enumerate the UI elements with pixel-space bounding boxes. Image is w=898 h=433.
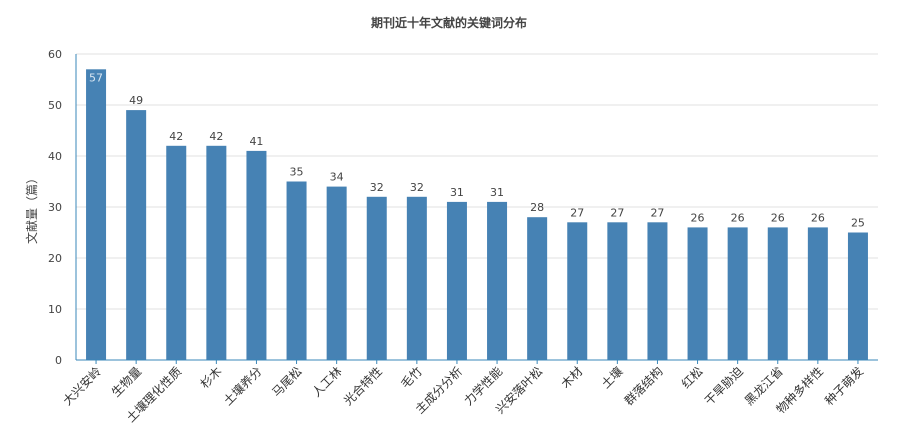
x-tick-label: 光合特性 <box>340 364 385 409</box>
data-label: 34 <box>330 171 344 184</box>
data-label: 41 <box>249 135 263 148</box>
x-tick-label: 生物量 <box>109 364 144 399</box>
bar[interactable] <box>446 201 467 360</box>
data-label: 26 <box>731 211 745 224</box>
data-label: 32 <box>370 181 384 194</box>
y-tick-label: 30 <box>48 201 62 214</box>
bar[interactable] <box>647 222 668 360</box>
x-tick-label: 群落结构 <box>621 364 666 409</box>
data-label: 49 <box>129 94 143 107</box>
x-tick-label: 土壤养分 <box>220 364 265 409</box>
bar[interactable] <box>687 227 708 360</box>
axes <box>75 54 878 364</box>
y-tick-label: 50 <box>48 99 62 112</box>
data-label: 26 <box>691 211 705 224</box>
bar[interactable] <box>206 145 227 360</box>
data-label: 27 <box>610 206 624 219</box>
data-label: 31 <box>450 186 464 199</box>
bar[interactable] <box>126 110 147 360</box>
x-tick-label: 大兴安岭 <box>60 364 105 409</box>
data-label: 25 <box>851 217 865 230</box>
x-tick-label: 木材 <box>558 364 585 391</box>
bar[interactable] <box>86 69 107 361</box>
bars <box>86 69 868 361</box>
data-label: 42 <box>169 130 183 143</box>
bar[interactable] <box>166 145 187 360</box>
data-label: 32 <box>410 181 424 194</box>
x-tick-label: 红松 <box>678 364 706 392</box>
x-tick-label: 土壤 <box>598 364 626 392</box>
bar[interactable] <box>607 222 628 360</box>
y-axis-label: 文献量（篇） <box>24 172 39 244</box>
data-label: 27 <box>570 206 584 219</box>
data-label: 26 <box>811 211 825 224</box>
y-tick-label: 60 <box>48 48 62 61</box>
bar[interactable] <box>727 227 748 360</box>
bar[interactable] <box>406 196 427 360</box>
data-label: 42 <box>209 130 223 143</box>
x-tick-label: 毛竹 <box>398 364 425 391</box>
y-tick-label: 10 <box>48 303 62 316</box>
y-tick-label: 0 <box>55 354 62 367</box>
x-tick-label: 人工林 <box>309 364 344 399</box>
bar[interactable] <box>246 150 267 360</box>
bar[interactable] <box>527 217 548 360</box>
data-label: 27 <box>650 206 664 219</box>
bar[interactable] <box>567 222 588 360</box>
x-tick-label: 种子萌发 <box>822 364 867 409</box>
bar[interactable] <box>807 227 828 360</box>
bar[interactable] <box>366 196 387 360</box>
data-label: 31 <box>490 186 504 199</box>
bar[interactable] <box>767 227 788 360</box>
bar[interactable] <box>286 181 307 361</box>
data-label: 57 <box>89 71 103 84</box>
x-tick-label: 杉木 <box>198 364 225 391</box>
data-label: 28 <box>530 201 544 214</box>
grid-lines <box>76 53 878 310</box>
y-tick-label: 20 <box>48 252 62 265</box>
chart-title: 期刊近十年文献的关键词分布 <box>371 15 527 30</box>
data-label: 35 <box>290 166 304 179</box>
data-label: 26 <box>771 211 785 224</box>
x-tick-label: 马尾松 <box>269 364 304 399</box>
bar[interactable] <box>487 201 508 360</box>
bar[interactable] <box>847 232 868 361</box>
y-tick-label: 40 <box>48 150 62 163</box>
x-tick-label: 干旱胁迫 <box>701 364 746 409</box>
bar[interactable] <box>326 186 347 360</box>
